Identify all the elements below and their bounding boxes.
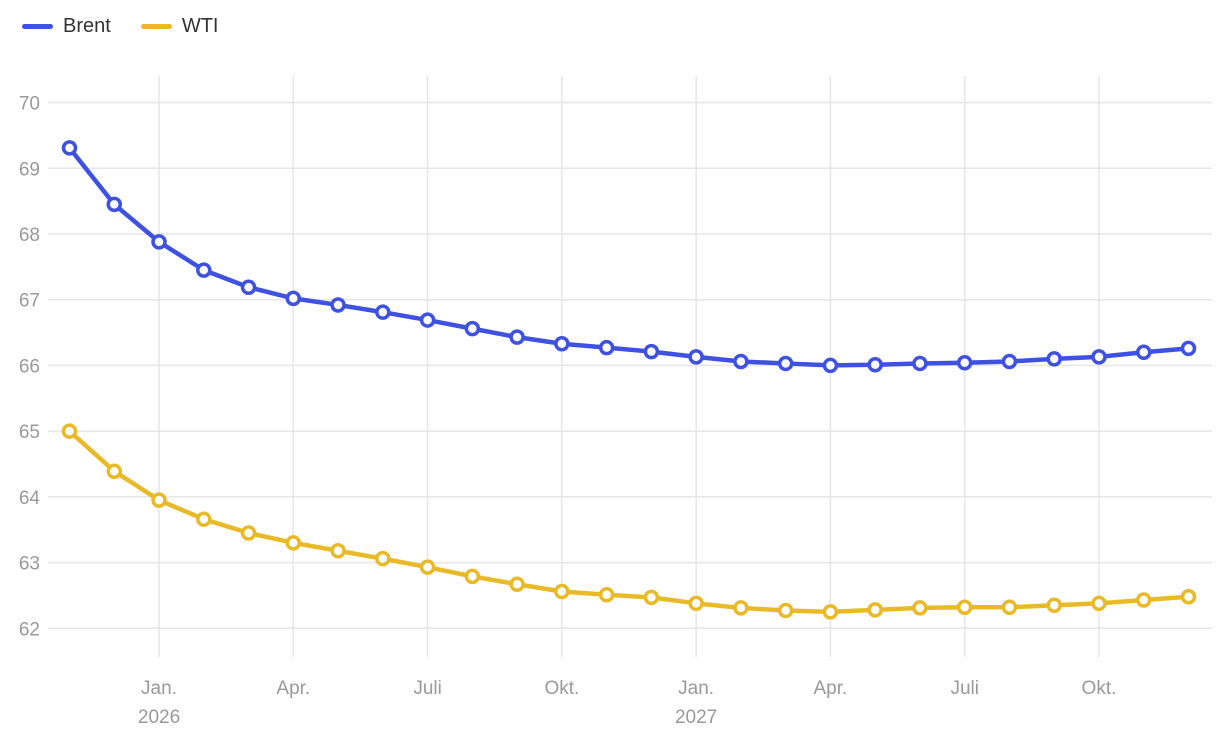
data-point-wti bbox=[912, 600, 928, 616]
y-tick-label: 70 bbox=[19, 94, 40, 115]
legend-swatch-brent bbox=[22, 23, 53, 29]
chart-legend: Brent WTI bbox=[22, 16, 218, 36]
data-point-wti bbox=[1135, 592, 1152, 608]
data-point-brent bbox=[285, 290, 302, 307]
legend-swatch-wti bbox=[140, 23, 172, 29]
data-point-brent bbox=[1046, 351, 1062, 367]
x-tick-label: Okt. bbox=[1082, 678, 1117, 699]
data-point-wti bbox=[1001, 599, 1018, 616]
series-line-brent bbox=[67, 145, 1191, 368]
data-point-brent bbox=[1180, 340, 1197, 357]
x-tick-label: Okt. bbox=[544, 678, 579, 699]
data-point-brent bbox=[151, 234, 167, 250]
data-point-brent bbox=[643, 343, 660, 360]
data-point-brent bbox=[598, 339, 615, 356]
data-point-wti bbox=[643, 589, 660, 606]
data-point-wti bbox=[1046, 597, 1062, 614]
data-point-brent bbox=[196, 262, 212, 278]
data-point-brent bbox=[61, 140, 78, 156]
data-point-wti bbox=[419, 559, 436, 575]
x-tick-label: Jan. bbox=[141, 678, 177, 699]
data-point-brent bbox=[330, 297, 346, 313]
x-tick-label: Jan. bbox=[678, 678, 714, 699]
data-point-wti bbox=[464, 568, 481, 585]
data-point-brent bbox=[1091, 349, 1107, 365]
data-point-brent bbox=[1001, 353, 1018, 370]
legend-label: WTI bbox=[181, 15, 219, 37]
y-tick-label: 66 bbox=[19, 356, 40, 377]
x-tick-year-label: 2026 bbox=[138, 707, 180, 728]
data-point-wti bbox=[285, 535, 302, 551]
data-point-brent bbox=[240, 279, 257, 295]
y-tick-label: 67 bbox=[19, 291, 40, 312]
y-tick-label: 68 bbox=[19, 225, 40, 246]
data-point-brent bbox=[554, 335, 570, 352]
data-point-wti bbox=[867, 602, 883, 618]
data-point-wti bbox=[240, 525, 257, 541]
data-point-wti bbox=[330, 543, 346, 559]
data-point-brent bbox=[419, 312, 436, 328]
x-tick-label: Apr. bbox=[814, 678, 848, 699]
data-point-brent bbox=[688, 349, 704, 365]
data-point-wti bbox=[1180, 589, 1197, 605]
data-point-wti bbox=[777, 602, 794, 619]
data-point-wti bbox=[956, 599, 973, 616]
data-point-brent bbox=[375, 304, 391, 320]
data-point-wti bbox=[151, 492, 167, 508]
data-point-wti bbox=[106, 463, 123, 479]
x-tick-label: Apr. bbox=[276, 678, 310, 699]
data-point-brent bbox=[822, 357, 839, 374]
data-point-wti bbox=[598, 587, 615, 603]
data-point-brent bbox=[106, 196, 123, 213]
legend-item-wti[interactable]: WTI bbox=[140, 15, 219, 37]
data-point-wti bbox=[733, 600, 749, 616]
x-tick-year-label: 2027 bbox=[675, 707, 717, 728]
data-point-wti bbox=[61, 423, 78, 439]
x-tick-label: Juli bbox=[413, 678, 442, 699]
data-point-brent bbox=[464, 320, 481, 337]
data-point-brent bbox=[777, 355, 794, 372]
legend-label: Brent bbox=[63, 15, 111, 37]
y-tick-label: 62 bbox=[19, 619, 40, 640]
data-point-wti bbox=[1091, 595, 1107, 612]
y-tick-label: 64 bbox=[19, 488, 41, 509]
data-point-brent bbox=[1135, 344, 1152, 361]
data-point-brent bbox=[509, 329, 525, 345]
data-point-wti bbox=[196, 511, 212, 527]
data-point-wti bbox=[375, 550, 391, 567]
y-tick-label: 63 bbox=[19, 554, 40, 575]
data-point-brent bbox=[912, 355, 928, 372]
legend-item-brent[interactable]: Brent bbox=[22, 16, 111, 36]
data-point-wti bbox=[688, 595, 704, 612]
data-point-wti bbox=[509, 576, 525, 593]
data-point-brent bbox=[733, 353, 749, 370]
data-point-wti bbox=[822, 604, 839, 620]
data-point-brent bbox=[867, 357, 883, 373]
data-point-wti bbox=[554, 583, 570, 600]
series-line-wti bbox=[67, 428, 1191, 615]
data-point-brent bbox=[956, 355, 973, 371]
y-tick-label: 65 bbox=[19, 422, 40, 443]
x-tick-label: Juli bbox=[950, 678, 979, 699]
y-tick-label: 69 bbox=[19, 159, 40, 180]
